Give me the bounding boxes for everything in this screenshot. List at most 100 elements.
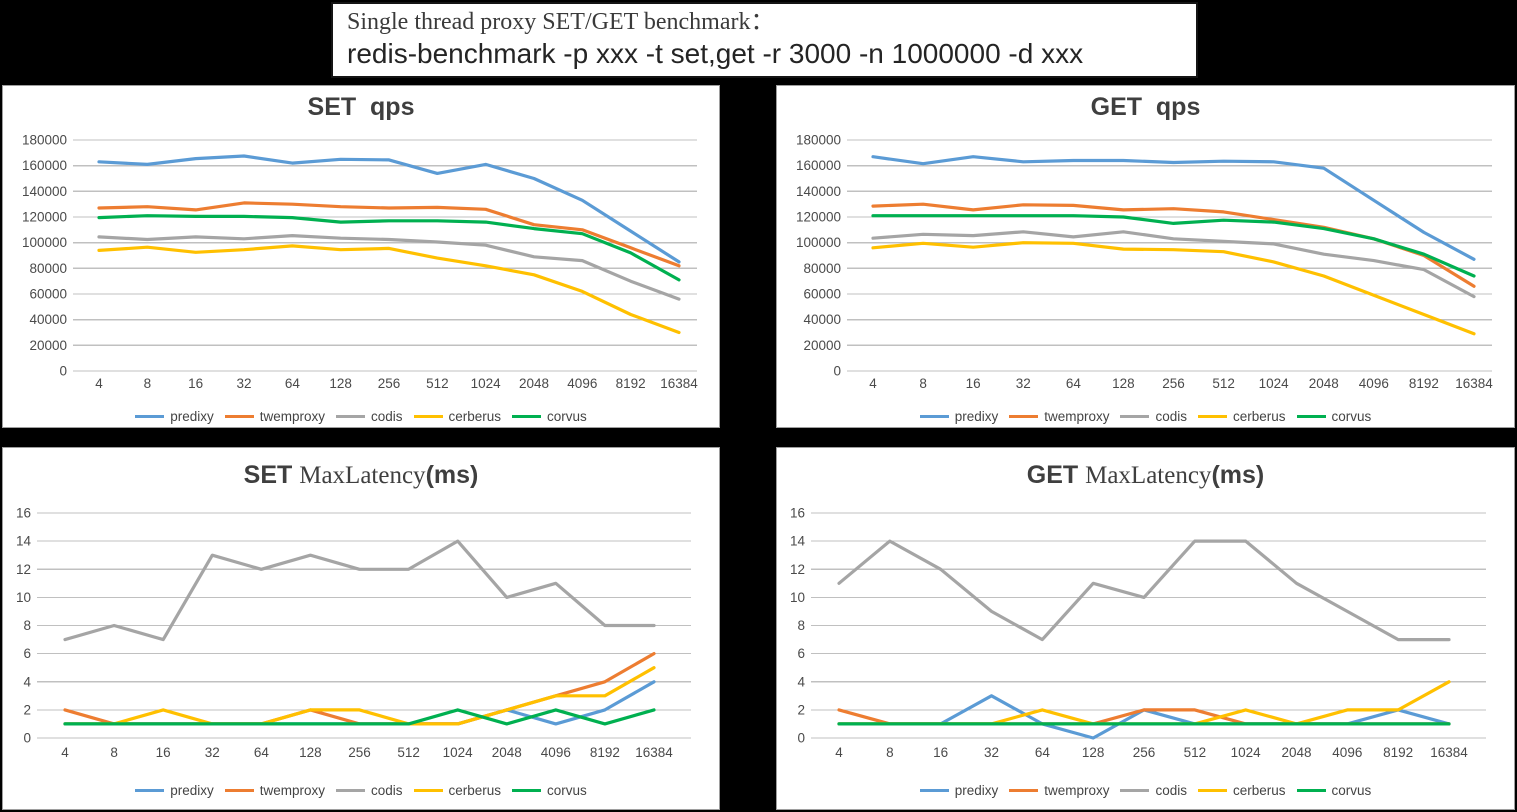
legend-line-marker [1009, 788, 1039, 793]
series-line-cerberus [871, 241, 1476, 336]
series-line-predixy [63, 680, 656, 726]
x-axis-tick-label: 8 [919, 376, 927, 391]
legend-line-marker [135, 788, 165, 793]
legend-line-marker [1198, 788, 1227, 793]
legend-label: predixy [170, 409, 214, 424]
benchmark-title-box: Single thread proxy SET/GET benchmark： r… [331, 2, 1198, 78]
plot-set-qps: 0 20000 40000 60000 80000 100000 120000 140000 1… [22, 133, 698, 392]
x-axis-tick-label: 16 [933, 745, 948, 760]
legend-label: predixy [170, 783, 214, 798]
legend-item-corvus: corvus [1296, 409, 1372, 424]
chart-panel-set-qps: SET qps 0 20000 40000 60000 80000 100000 12000… [2, 85, 720, 428]
y-axis-tick-label: 80000 [803, 261, 841, 276]
x-axis-tick-label: 64 [254, 745, 270, 760]
legend-label: twemproxy [259, 783, 325, 798]
y-axis-tick-label: 140000 [22, 184, 67, 199]
chart-title-get-qps: GET qps [777, 93, 1514, 122]
x-axis-tick-label: 2048 [492, 745, 522, 760]
legend-label: twemproxy [259, 409, 325, 424]
x-axis-tick-label: 1024 [1231, 745, 1262, 760]
benchmark-command-line: redis-benchmark -p xxx -t set,get -r 300… [347, 38, 1084, 69]
chart-title-segment: MaxLatency [1085, 462, 1212, 489]
chart-panel-get-maxlatency: GET MaxLatency(ms) 0 2 4 6 8 10 12 14 16 4 8 16 32 64… [776, 447, 1515, 810]
legend-line-marker [224, 788, 254, 793]
x-axis-tick-label: 1024 [1259, 376, 1290, 391]
legend-label: cerberus [448, 409, 502, 424]
legend-item-codis: codis [1120, 409, 1187, 424]
x-axis-tick-label: 512 [397, 745, 420, 760]
y-axis-tick-label: 20000 [29, 338, 67, 353]
y-axis-tick-label: 10 [16, 590, 31, 605]
legend-label: codis [370, 409, 403, 424]
series-line-cerberus [63, 666, 656, 726]
legend-label: corvus [1331, 409, 1372, 424]
x-axis-tick-label: 2048 [1309, 376, 1339, 391]
x-axis-tick-label: 4 [61, 745, 69, 760]
series-line-corvus [871, 214, 1476, 278]
x-axis-tick-label: 1024 [443, 745, 474, 760]
y-axis-tick-label: 2 [797, 702, 805, 717]
x-axis-tick-label: 16384 [1430, 745, 1468, 760]
series-line-codis [871, 230, 1476, 299]
x-axis-tick-label: 8 [110, 745, 118, 760]
legend-set-qps: predixy twemproxy codis cerberus corvus [3, 409, 719, 424]
legend-line-marker [919, 414, 949, 419]
y-axis-tick-label: 120000 [796, 210, 841, 225]
series-line-codis [63, 539, 656, 642]
legend-item-predixy: predixy [135, 783, 214, 798]
y-axis-tick-label: 16 [790, 506, 805, 521]
series-line-corvus [63, 708, 656, 726]
x-axis-tick-label: 128 [329, 376, 352, 391]
legend-line-marker [1120, 414, 1150, 419]
chart-title-segment: SET qps [307, 93, 415, 121]
x-axis-tick-label: 16384 [660, 376, 698, 391]
legend-line-marker [919, 788, 949, 793]
legend-line-marker [335, 788, 365, 793]
y-axis-tick-label: 40000 [803, 312, 841, 327]
y-axis-tick-label: 120000 [22, 210, 67, 225]
y-axis-tick-label: 0 [833, 364, 841, 379]
x-axis-tick-label: 16 [156, 745, 171, 760]
y-axis-tick-label: 60000 [803, 287, 841, 302]
chart-title-segment: GET qps [1090, 93, 1201, 121]
x-axis-tick-label: 128 [1082, 745, 1105, 760]
legend-item-predixy: predixy [919, 409, 999, 424]
legend-label: codis [1155, 409, 1187, 424]
x-axis-tick-label: 4096 [1359, 376, 1389, 391]
y-axis-tick-label: 12 [16, 562, 31, 577]
x-axis-tick-label: 1024 [471, 376, 502, 391]
x-axis-tick-label: 16 [188, 376, 203, 391]
y-axis-tick-label: 6 [23, 646, 31, 661]
x-axis-tick-label: 4 [869, 376, 877, 391]
chart-title-segment: (ms) [1211, 461, 1265, 489]
series-line-corvus [97, 214, 681, 282]
legend-line-marker [1120, 788, 1150, 793]
legend-label: corvus [1331, 783, 1372, 798]
legend-item-corvus: corvus [1296, 783, 1372, 798]
x-axis-tick-label: 4096 [541, 745, 571, 760]
legend-item-cerberus: cerberus [413, 409, 502, 424]
legend-line-marker [413, 788, 443, 793]
x-axis-tick-label: 8 [144, 376, 152, 391]
plot-get-maxlatency: 0 2 4 6 8 10 12 14 16 4 8 16 32 64 128 256 512 1024 2048 40… [790, 506, 1486, 760]
x-axis-tick-label: 16384 [635, 745, 673, 760]
legend-line-marker [135, 414, 165, 419]
y-axis-tick-label: 100000 [796, 235, 841, 250]
legend-label: predixy [954, 409, 999, 424]
x-axis-tick-label: 512 [1212, 376, 1235, 391]
x-axis-tick-label: 8192 [1409, 376, 1439, 391]
series-line-predixy [837, 694, 1451, 740]
x-axis-tick-label: 4096 [567, 376, 597, 391]
x-axis-tick-label: 512 [1184, 745, 1207, 760]
x-axis-tick-label: 256 [378, 376, 401, 391]
legend-label: cerberus [448, 783, 502, 798]
y-axis-tick-label: 8 [797, 618, 805, 633]
x-axis-tick-label: 2048 [519, 376, 549, 391]
x-axis-tick-label: 16384 [1455, 376, 1493, 391]
y-axis-tick-label: 100000 [22, 235, 67, 250]
legend-item-cerberus: cerberus [1198, 783, 1286, 798]
y-axis-tick-label: 140000 [796, 184, 841, 199]
x-axis-tick-label: 32 [984, 745, 999, 760]
y-axis-tick-label: 14 [790, 534, 806, 549]
